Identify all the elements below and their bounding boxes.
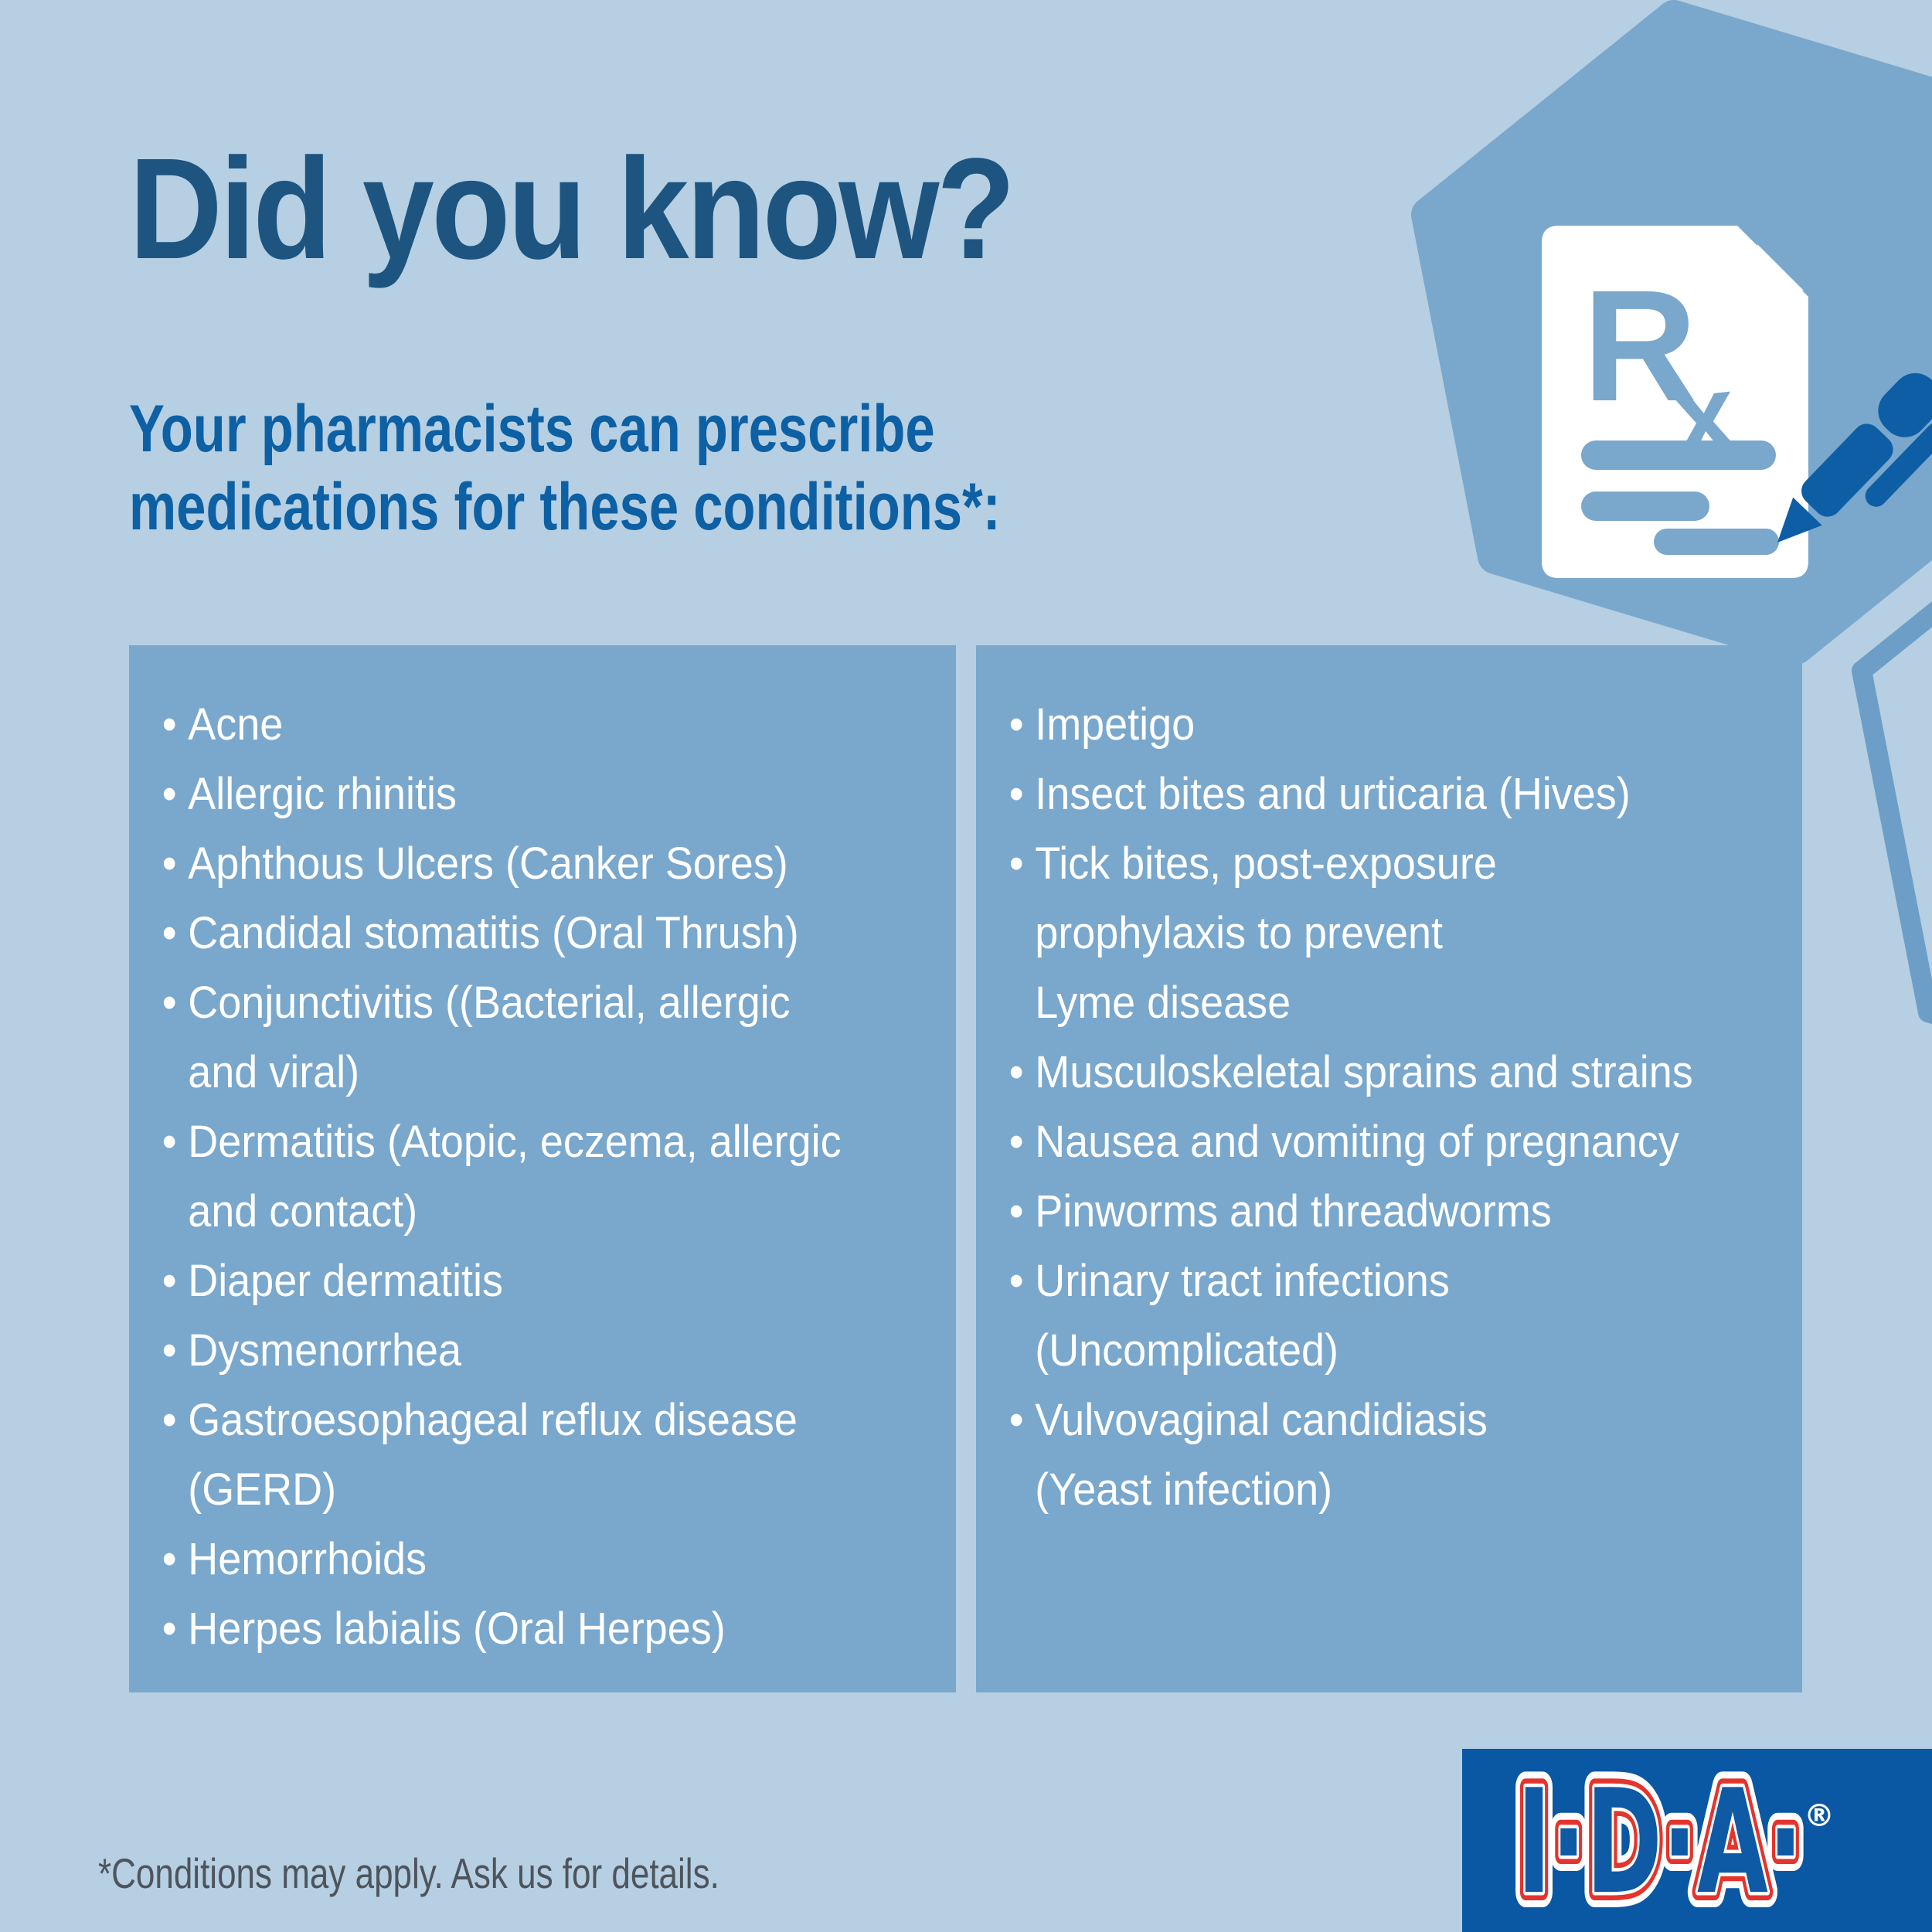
page-fold-icon xyxy=(1757,244,1804,291)
condition-item: Candidal stomatitis (Oral Thrush) xyxy=(162,899,884,968)
condition-item: Urinary tract infections (Uncomplicated) xyxy=(1009,1247,1730,1386)
condition-item: Dysmenorrhea xyxy=(162,1316,884,1386)
condition-item: Acne xyxy=(162,690,884,760)
pen-cap xyxy=(1878,372,1932,437)
registered-mark: ® xyxy=(1804,1798,1835,1834)
ida-logo-halo: I·D·A· xyxy=(1517,1758,1803,1926)
condition-item: Dermatitis (Atopic, eczema, allergic and… xyxy=(162,1107,884,1247)
document-text-line xyxy=(1581,440,1776,470)
ida-logo-white-outline: I·D·A· xyxy=(1517,1758,1803,1926)
ida-logo-red-outline: I·D·A· xyxy=(1517,1758,1803,1926)
pen-clip xyxy=(1865,423,1932,507)
condition-item: Hemorrhoids xyxy=(162,1525,884,1594)
condition-item: Tick bites, post-exposure prophylaxis to… xyxy=(1009,829,1730,1038)
condition-item: Musculoskeletal sprains and strains xyxy=(1009,1038,1730,1107)
condition-item: Aphthous Ulcers (Canker Sores) xyxy=(162,829,884,899)
conditions-list-left: AcneAllergic rhinitisAphthous Ulcers (Ca… xyxy=(129,645,898,1664)
document-text-line xyxy=(1581,492,1709,521)
ida-logo: I·D·A· I·D·A· I·D·A· I·D·A· ® xyxy=(1462,1749,1932,1932)
hexagon-icon xyxy=(1411,0,1932,665)
condition-item: Insect bites and urticaria (Hives) xyxy=(1009,760,1730,829)
prescription-document-icon xyxy=(1542,226,1808,578)
hexagon-outline-icon xyxy=(1852,601,1932,1025)
condition-item: Impetigo xyxy=(1009,690,1730,760)
rx-symbol-r: R xyxy=(1583,257,1697,434)
condition-item: Conjunctivitis ((Bacterial, allergic and… xyxy=(162,968,884,1107)
conditions-list-right: ImpetigoInsect bites and urticaria (Hive… xyxy=(976,645,1744,1525)
pen-body xyxy=(1801,423,1893,517)
condition-item: Allergic rhinitis xyxy=(162,760,884,829)
condition-item: Nausea and vomiting of pregnancy xyxy=(1009,1107,1730,1177)
page-title: Did you know? xyxy=(129,129,1015,289)
footnote: *Conditions may apply. Ask us for detail… xyxy=(98,1849,719,1897)
conditions-panel-left: AcneAllergic rhinitisAphthous Ulcers (Ca… xyxy=(129,645,956,1692)
page-subtitle: Your pharmacists can prescribe medicatio… xyxy=(129,392,1001,545)
ida-logo-letters: I·D·A· xyxy=(1517,1758,1803,1926)
ida-logo-graphic: I·D·A· I·D·A· I·D·A· I·D·A· ® xyxy=(1502,1749,1835,1932)
condition-item: Herpes labialis (Oral Herpes) xyxy=(162,1594,884,1664)
condition-item: Vulvovaginal candidiasis (Yeast infectio… xyxy=(1009,1386,1730,1525)
signature-line xyxy=(1654,529,1779,555)
pen-nib xyxy=(1777,497,1822,543)
condition-item: Diaper dermatitis xyxy=(162,1247,884,1316)
condition-item: Pinworms and threadworms xyxy=(1009,1177,1730,1247)
condition-item: Gastroesophageal reflux disease (GERD) xyxy=(162,1386,884,1525)
conditions-panel-right: ImpetigoInsect bites and urticaria (Hive… xyxy=(976,645,1802,1692)
pen-icon xyxy=(1777,372,1932,543)
rx-symbol-x: x xyxy=(1668,351,1741,479)
